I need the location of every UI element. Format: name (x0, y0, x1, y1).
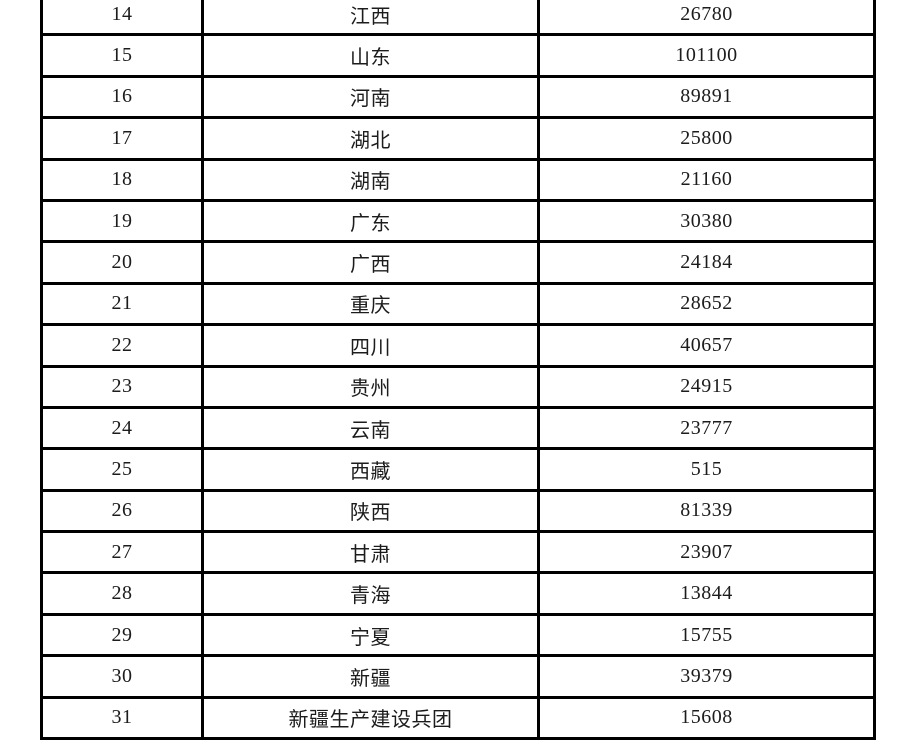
value-cell: 89891 (537, 74, 876, 120)
table-row: 17 湖北 25800 (40, 116, 876, 161)
row-number-cell: 26 (40, 488, 204, 534)
row-number-cell: 25 (40, 447, 204, 492)
row-number-cell: 19 (40, 198, 204, 244)
table-row: 25 西藏 515 (40, 447, 876, 492)
data-table: 14 江西 26780 15 山东 101100 16 河南 89891 17 湖北 25800 18 湖… (40, 0, 876, 741)
value-cell: 39379 (537, 654, 876, 699)
value-cell: 21160 (537, 157, 876, 202)
region-cell: 江西 (201, 0, 540, 37)
value-cell: 28652 (537, 281, 876, 327)
table-row: 18 湖南 21160 (40, 157, 876, 202)
value-cell: 81339 (537, 488, 876, 534)
value-cell: 24184 (537, 240, 876, 285)
table-row: 31 新疆生产建设兵团 15608 (40, 695, 876, 741)
value-cell: 23777 (537, 405, 876, 451)
table-row: 29 宁夏 15755 (40, 612, 876, 658)
value-cell: 23907 (537, 530, 876, 575)
region-cell: 甘肃 (201, 530, 540, 575)
table-row: 22 四川 40657 (40, 323, 876, 368)
table-row: 26 陕西 81339 (40, 488, 876, 534)
row-number-cell: 16 (40, 74, 204, 120)
row-number-cell: 15 (40, 33, 204, 78)
row-number-cell: 20 (40, 240, 204, 285)
value-cell: 26780 (537, 0, 876, 37)
row-number-cell: 18 (40, 157, 204, 202)
row-number-cell: 17 (40, 116, 204, 161)
table-row: 28 青海 13844 (40, 571, 876, 616)
region-cell: 宁夏 (201, 612, 540, 658)
table-row: 27 甘肃 23907 (40, 530, 876, 575)
table-row: 20 广西 24184 (40, 240, 876, 285)
value-cell: 101100 (537, 33, 876, 78)
row-number-cell: 27 (40, 530, 204, 575)
region-cell: 湖北 (201, 116, 540, 161)
value-cell: 515 (537, 447, 876, 492)
table-row: 15 山东 101100 (40, 33, 876, 78)
region-cell: 广东 (201, 198, 540, 244)
region-cell: 西藏 (201, 447, 540, 492)
row-number-cell: 22 (40, 323, 204, 368)
region-cell: 新疆 (201, 654, 540, 699)
row-number-cell: 23 (40, 364, 204, 409)
value-cell: 24915 (537, 364, 876, 409)
table-row: 21 重庆 28652 (40, 281, 876, 327)
table-row: 19 广东 30380 (40, 198, 876, 244)
region-cell: 青海 (201, 571, 540, 616)
document-table-region: 14 江西 26780 15 山东 101100 16 河南 89891 17 湖北 25800 18 湖… (40, 0, 876, 741)
value-cell: 13844 (537, 571, 876, 616)
region-cell: 云南 (201, 405, 540, 451)
region-cell: 广西 (201, 240, 540, 285)
region-cell: 湖南 (201, 157, 540, 202)
region-cell: 贵州 (201, 364, 540, 409)
table-row: 16 河南 89891 (40, 74, 876, 120)
region-cell: 陕西 (201, 488, 540, 534)
region-cell: 新疆生产建设兵团 (201, 695, 540, 741)
region-cell: 山东 (201, 33, 540, 78)
table-row: 30 新疆 39379 (40, 654, 876, 699)
table-row: 14 江西 26780 (40, 0, 876, 37)
value-cell: 30380 (537, 198, 876, 244)
region-cell: 河南 (201, 74, 540, 120)
row-number-cell: 28 (40, 571, 204, 616)
row-number-cell: 21 (40, 281, 204, 327)
row-number-cell: 24 (40, 405, 204, 451)
value-cell: 15755 (537, 612, 876, 658)
row-number-cell: 29 (40, 612, 204, 658)
region-cell: 四川 (201, 323, 540, 368)
table-row: 23 贵州 24915 (40, 364, 876, 409)
data-table-body: 14 江西 26780 15 山东 101100 16 河南 89891 17 湖北 25800 18 湖… (40, 0, 876, 741)
row-number-cell: 30 (40, 654, 204, 699)
value-cell: 15608 (537, 695, 876, 741)
table-row: 24 云南 23777 (40, 405, 876, 451)
value-cell: 40657 (537, 323, 876, 368)
value-cell: 25800 (537, 116, 876, 161)
region-cell: 重庆 (201, 281, 540, 327)
row-number-cell: 14 (40, 0, 204, 37)
row-number-cell: 31 (40, 695, 204, 741)
